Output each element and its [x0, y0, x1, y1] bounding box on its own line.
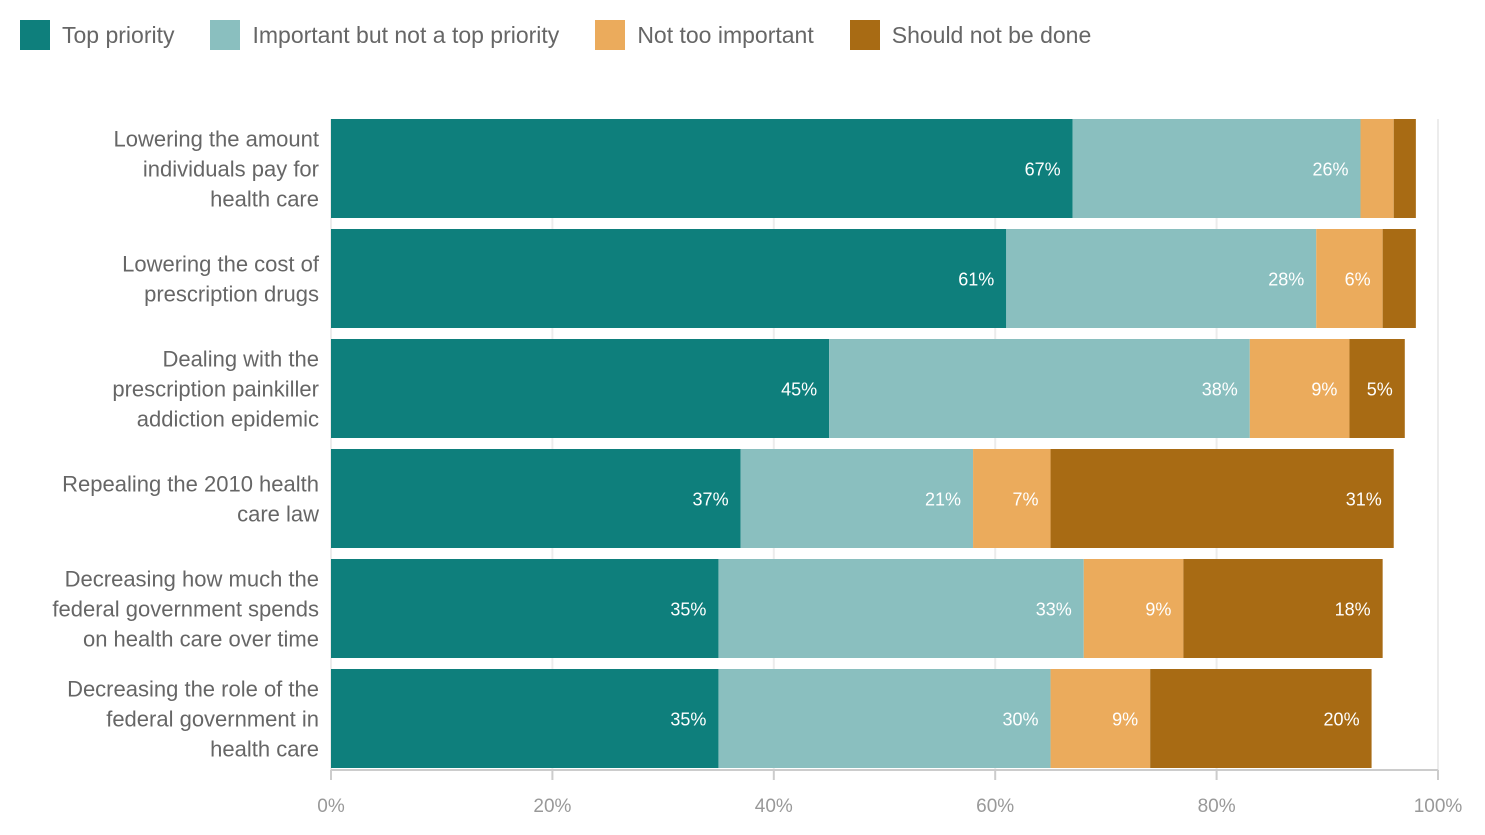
bar-segment	[1360, 119, 1394, 218]
category-label: Lowering the amount	[114, 127, 319, 152]
category-label: prescription drugs	[144, 282, 319, 307]
bar-segment	[829, 339, 1250, 438]
legend-label: Top priority	[62, 21, 175, 48]
data-label: 20%	[1324, 710, 1360, 730]
data-label: 67%	[1025, 160, 1061, 180]
bar-segment	[1183, 559, 1383, 658]
data-label: 30%	[1003, 710, 1039, 730]
x-tick-label: 100%	[1414, 796, 1463, 817]
data-label: 26%	[1312, 160, 1348, 180]
category-label: Lowering the cost of	[122, 252, 320, 277]
data-label: 31%	[1346, 490, 1382, 510]
category-label: federal government spends	[52, 597, 319, 622]
legend-swatch	[849, 20, 880, 50]
data-label: 61%	[958, 270, 994, 290]
x-tick-label: 20%	[533, 796, 571, 817]
legend-label: Not too important	[637, 21, 814, 48]
category-label: on health care over time	[83, 627, 319, 652]
category-label: health care	[210, 187, 319, 212]
data-label: 35%	[670, 600, 706, 620]
x-tick-label: 60%	[976, 796, 1014, 817]
bar-segment	[1006, 229, 1317, 328]
bar-segment	[331, 669, 719, 768]
legend-label: Should not be done	[891, 21, 1092, 48]
chart-legend: Top priority Important but not a top prio…	[20, 20, 1127, 50]
data-label: 9%	[1112, 710, 1138, 730]
bar-segment	[1050, 669, 1151, 768]
bar-segment	[1393, 119, 1416, 218]
data-label: 35%	[670, 710, 706, 730]
bar-segment	[1316, 229, 1383, 328]
bar-segment	[1382, 229, 1416, 328]
legend-item: Not too important	[595, 20, 814, 50]
bar-segment	[331, 449, 741, 548]
data-label: 9%	[1311, 380, 1337, 400]
category-label: addiction epidemic	[137, 407, 319, 432]
bar-segment	[331, 119, 1073, 218]
x-tick-label: 40%	[755, 796, 793, 817]
bar-segment	[973, 449, 1051, 548]
category-label: individuals pay for	[143, 157, 319, 182]
bar-segment	[1349, 339, 1405, 438]
category-label: Dealing with the	[162, 347, 319, 372]
x-tick-label: 80%	[1198, 796, 1236, 817]
bar-segment	[1249, 339, 1350, 438]
bar-segment	[331, 229, 1007, 328]
bar-segment	[1072, 119, 1361, 218]
data-label: 9%	[1145, 600, 1171, 620]
data-label: 5%	[1367, 380, 1393, 400]
data-label: 37%	[693, 490, 729, 510]
bar-segment	[1150, 669, 1372, 768]
category-label: federal government in	[106, 707, 319, 732]
bar-segment	[1083, 559, 1184, 658]
bar-segment	[331, 559, 719, 658]
category-label: prescription painkiller	[112, 377, 319, 402]
data-label: 7%	[1013, 490, 1039, 510]
legend-item: Should not be done	[849, 20, 1092, 50]
legend-label: Important but not a top priority	[252, 21, 560, 48]
category-label: Repealing the 2010 health	[62, 472, 319, 497]
bar-segment	[1050, 449, 1394, 548]
legend-item: Important but not a top priority	[210, 20, 559, 50]
legend-swatch	[20, 20, 50, 50]
data-label: 28%	[1268, 270, 1304, 290]
bar-segment	[718, 669, 1051, 768]
data-label: 38%	[1202, 380, 1238, 400]
category-label: Decreasing how much the	[65, 567, 319, 592]
bar-segment	[718, 559, 1084, 658]
bar-segment	[740, 449, 974, 548]
bar-segment	[331, 339, 830, 438]
category-label: Decreasing the role of the	[67, 677, 319, 702]
data-label: 6%	[1345, 270, 1371, 290]
data-label: 18%	[1335, 600, 1371, 620]
category-label: health care	[210, 737, 319, 762]
x-tick-label: 0%	[317, 796, 345, 817]
legend-swatch	[595, 20, 626, 50]
data-label: 33%	[1036, 600, 1072, 620]
data-label: 45%	[781, 380, 817, 400]
legend-swatch	[210, 20, 241, 50]
legend-item: Top priority	[20, 20, 174, 50]
category-label: care law	[237, 502, 319, 527]
data-label: 21%	[925, 490, 961, 510]
